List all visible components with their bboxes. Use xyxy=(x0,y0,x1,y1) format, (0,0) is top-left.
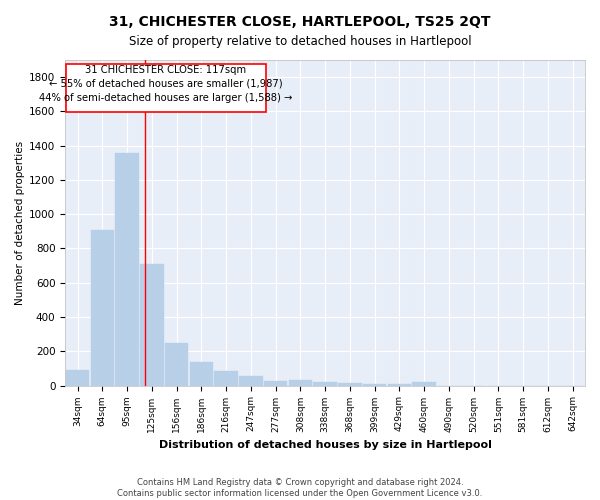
Bar xyxy=(289,380,312,386)
Bar xyxy=(388,384,411,386)
Text: 31, CHICHESTER CLOSE, HARTLEPOOL, TS25 2QT: 31, CHICHESTER CLOSE, HARTLEPOOL, TS25 2… xyxy=(109,15,491,29)
Bar xyxy=(66,370,89,386)
Y-axis label: Number of detached properties: Number of detached properties xyxy=(15,140,25,305)
X-axis label: Distribution of detached houses by size in Hartlepool: Distribution of detached houses by size … xyxy=(158,440,491,450)
Text: ← 55% of detached houses are smaller (1,987): ← 55% of detached houses are smaller (1,… xyxy=(49,79,283,89)
Text: Size of property relative to detached houses in Hartlepool: Size of property relative to detached ho… xyxy=(128,35,472,48)
FancyBboxPatch shape xyxy=(65,64,266,112)
Bar xyxy=(338,383,362,386)
Bar xyxy=(165,343,188,386)
Bar xyxy=(140,264,164,386)
Bar xyxy=(412,382,436,386)
Text: 44% of semi-detached houses are larger (1,588) →: 44% of semi-detached houses are larger (… xyxy=(39,92,292,102)
Bar xyxy=(264,382,287,386)
Bar xyxy=(363,384,386,386)
Bar xyxy=(214,370,238,386)
Bar xyxy=(190,362,213,386)
Text: Contains HM Land Registry data © Crown copyright and database right 2024.
Contai: Contains HM Land Registry data © Crown c… xyxy=(118,478,482,498)
Bar xyxy=(91,230,114,386)
Bar xyxy=(239,376,263,386)
Bar xyxy=(115,154,139,386)
Text: 31 CHICHESTER CLOSE: 117sqm: 31 CHICHESTER CLOSE: 117sqm xyxy=(85,66,246,76)
Bar xyxy=(313,382,337,386)
